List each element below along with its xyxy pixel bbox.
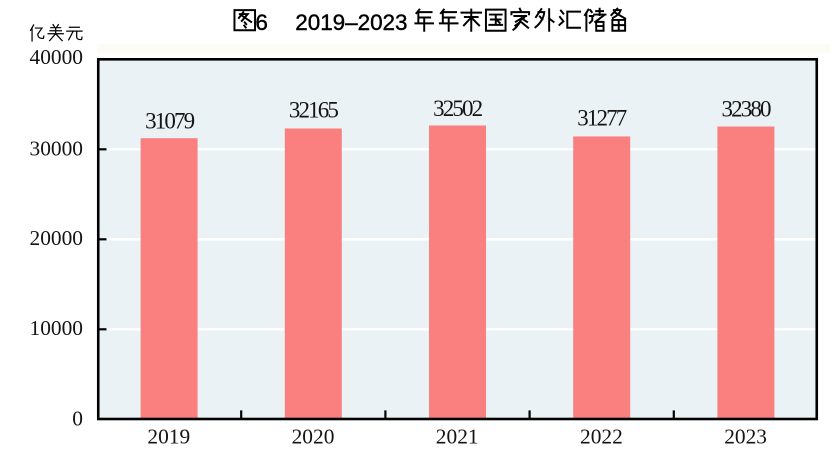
svg-text:10000: 10000 [30, 316, 83, 340]
svg-text:2021: 2021 [436, 425, 479, 449]
svg-text:2023: 2023 [724, 425, 767, 449]
svg-text:30000: 30000 [30, 136, 83, 160]
svg-text:32165: 32165 [289, 98, 339, 123]
svg-text:40000: 40000 [30, 45, 83, 69]
svg-text:20000: 20000 [30, 226, 83, 250]
svg-text:2019–2023: 2019–2023 [295, 10, 407, 35]
svg-text:2022: 2022 [580, 425, 623, 449]
svg-text:31277: 31277 [577, 106, 627, 131]
svg-text:32380: 32380 [722, 96, 772, 121]
svg-text:2020: 2020 [292, 425, 335, 449]
svg-text:6: 6 [255, 10, 268, 35]
svg-text:31079: 31079 [145, 109, 195, 134]
svg-text:2019: 2019 [147, 425, 190, 449]
svg-text:32502: 32502 [433, 96, 483, 121]
svg-text:0: 0 [72, 406, 83, 430]
